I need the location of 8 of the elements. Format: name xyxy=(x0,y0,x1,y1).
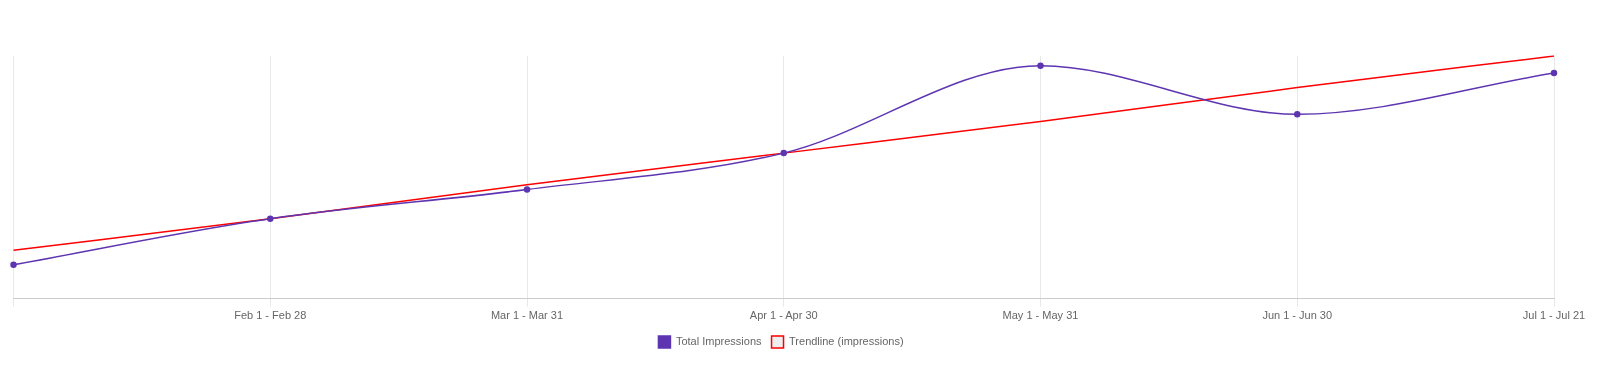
x-tick-label: Jun 1 - Jun 30 xyxy=(1262,309,1333,322)
x-tick-label: Apr 1 - Apr 30 xyxy=(749,309,818,322)
x-tick-label: Mar 1 - Mar 31 xyxy=(490,309,564,322)
x-tick-label: Jul 1 - Jul 21 xyxy=(1522,309,1586,322)
legend-label: Total Impressions xyxy=(675,335,763,348)
x-tick-label: Feb 1 - Feb 28 xyxy=(234,309,307,322)
x-tick-label: May 1 - May 31 xyxy=(1002,309,1079,322)
legend-label: Trendline (impressions) xyxy=(789,335,904,348)
